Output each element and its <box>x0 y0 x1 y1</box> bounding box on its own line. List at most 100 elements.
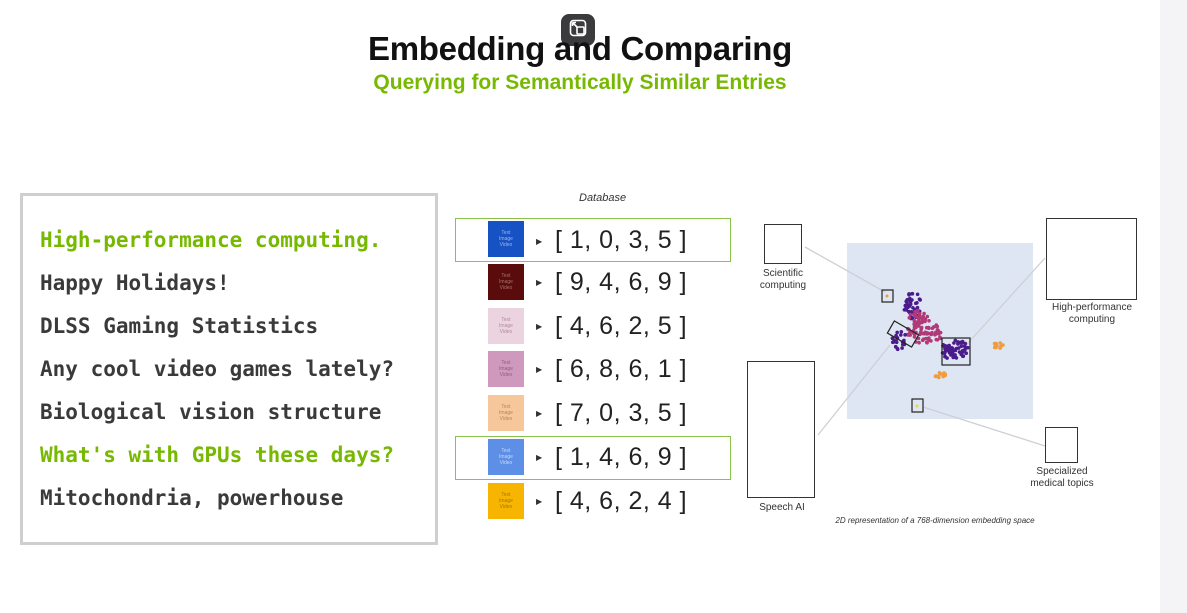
embedding-point <box>907 316 912 320</box>
label-scientific-computing: Scientific computing <box>759 268 807 291</box>
embedding-vector: [ 9, 4, 6, 9 ] <box>555 268 688 296</box>
zoom-box-hpc <box>941 337 971 366</box>
embedding-point <box>935 328 940 332</box>
connector-line <box>959 257 1046 353</box>
embedding-point <box>945 356 949 360</box>
media-swatch: Text Image Video <box>488 483 524 519</box>
zoom-box-speech <box>886 320 920 348</box>
speech-ai-inset <box>747 361 815 498</box>
embedding-point <box>1001 343 1005 347</box>
embedding-point <box>942 371 946 375</box>
embedding-point <box>929 332 934 337</box>
media-swatch: Text Image Video <box>488 351 524 387</box>
embedding-point <box>936 331 941 336</box>
query-list-box: High-performance computing. Happy Holida… <box>20 193 438 545</box>
query-line: What's with GPUs these days? <box>40 443 395 467</box>
embedding-vector: [ 7, 0, 3, 5 ] <box>555 399 688 427</box>
database-header: Database <box>579 192 627 204</box>
embedding-point <box>912 335 917 339</box>
embedding-point <box>994 341 998 346</box>
embedding-point <box>907 292 911 296</box>
embedding-vector: [ 1, 0, 3, 5 ] <box>555 226 688 254</box>
label-medical-topics: Specialized medical topics <box>1030 466 1094 489</box>
embedding-point <box>938 335 942 340</box>
embedding-point <box>894 333 898 338</box>
caret-right-icon: ▶ <box>536 278 543 287</box>
embedding-point <box>915 292 920 297</box>
embedding-point <box>953 355 958 360</box>
zoom-box-small <box>881 289 894 303</box>
embedding-point <box>959 344 964 349</box>
embedding-point <box>890 336 895 341</box>
zoom-box-medical <box>911 398 924 413</box>
caret-right-icon: ▶ <box>536 497 543 506</box>
query-line: Biological vision structure <box>40 400 382 424</box>
connector-line <box>817 344 891 436</box>
embedding-vector: [ 4, 6, 2, 5 ] <box>555 312 688 340</box>
label-hpc: High-performance computing <box>1051 302 1133 325</box>
embedding-point <box>924 340 929 345</box>
embedding-point <box>926 325 931 330</box>
embedding-point <box>894 340 899 345</box>
embedding-point <box>934 331 938 336</box>
embedding-point <box>915 404 919 408</box>
query-line: Any cool video games lately? <box>40 357 395 381</box>
embedding-point <box>910 298 914 302</box>
embedding-point <box>927 319 931 323</box>
embedding-point <box>891 340 895 345</box>
embedding-point <box>893 344 898 349</box>
embedding-vector: [ 4, 6, 2, 4 ] <box>555 487 688 515</box>
embedding-point <box>937 375 941 380</box>
query-line: DLSS Gaming Statistics <box>40 314 319 338</box>
label-speech-ai: Speech AI <box>759 502 805 513</box>
embedding-point <box>953 348 958 353</box>
embedding-point <box>945 348 950 353</box>
embedding-point <box>964 351 968 356</box>
embedding-point <box>885 294 889 298</box>
embedding-point <box>965 345 970 350</box>
embedding-point <box>910 292 914 296</box>
media-swatch: Text Image Video <box>488 308 524 344</box>
embedding-point <box>960 341 964 345</box>
embedding-vector: [ 6, 8, 6, 1 ] <box>555 355 688 383</box>
embedding-point <box>895 330 899 335</box>
caret-right-icon: ▶ <box>536 322 543 331</box>
embedding-point <box>912 323 917 327</box>
embedding-point <box>917 311 922 316</box>
right-scrollbar-track[interactable] <box>1160 0 1187 613</box>
embedding-point <box>960 348 965 353</box>
query-line: Happy Holidays! <box>40 271 230 295</box>
caret-right-icon: ▶ <box>536 409 543 418</box>
slide-subtitle: Querying for Semantically Similar Entrie… <box>373 71 787 94</box>
match-highlight-box <box>455 218 731 262</box>
embedding-point <box>899 333 903 337</box>
embedding-point <box>929 339 933 343</box>
embedding-point <box>905 300 909 305</box>
embedding-point <box>916 316 921 320</box>
embedding-point <box>920 319 924 324</box>
media-swatch: Text Image Video <box>488 439 524 475</box>
caret-right-icon: ▶ <box>536 365 543 374</box>
exit-fullscreen-button[interactable] <box>561 14 595 46</box>
media-swatch: Text Image Video <box>488 221 524 257</box>
embedding-point <box>908 330 912 335</box>
embedding-point <box>942 351 947 356</box>
embedding-point <box>918 331 923 336</box>
medical-topics-inset <box>1045 427 1078 463</box>
embedding-point <box>915 301 919 305</box>
media-swatch: Text Image Video <box>488 264 524 300</box>
embedding-point <box>915 305 920 310</box>
hpc-inset <box>1046 218 1137 300</box>
embedding-caption: 2D representation of a 768-dimension emb… <box>835 516 1035 525</box>
embedding-point <box>913 320 918 324</box>
embedding-point <box>905 297 910 302</box>
embedding-point <box>998 341 1002 345</box>
embedding-point <box>916 319 921 324</box>
embedding-point <box>947 343 951 348</box>
embedding-point <box>935 338 940 342</box>
embedding-point <box>922 311 926 316</box>
embedding-point <box>899 330 904 334</box>
embedding-point <box>921 331 926 336</box>
embedding-point <box>950 346 955 351</box>
